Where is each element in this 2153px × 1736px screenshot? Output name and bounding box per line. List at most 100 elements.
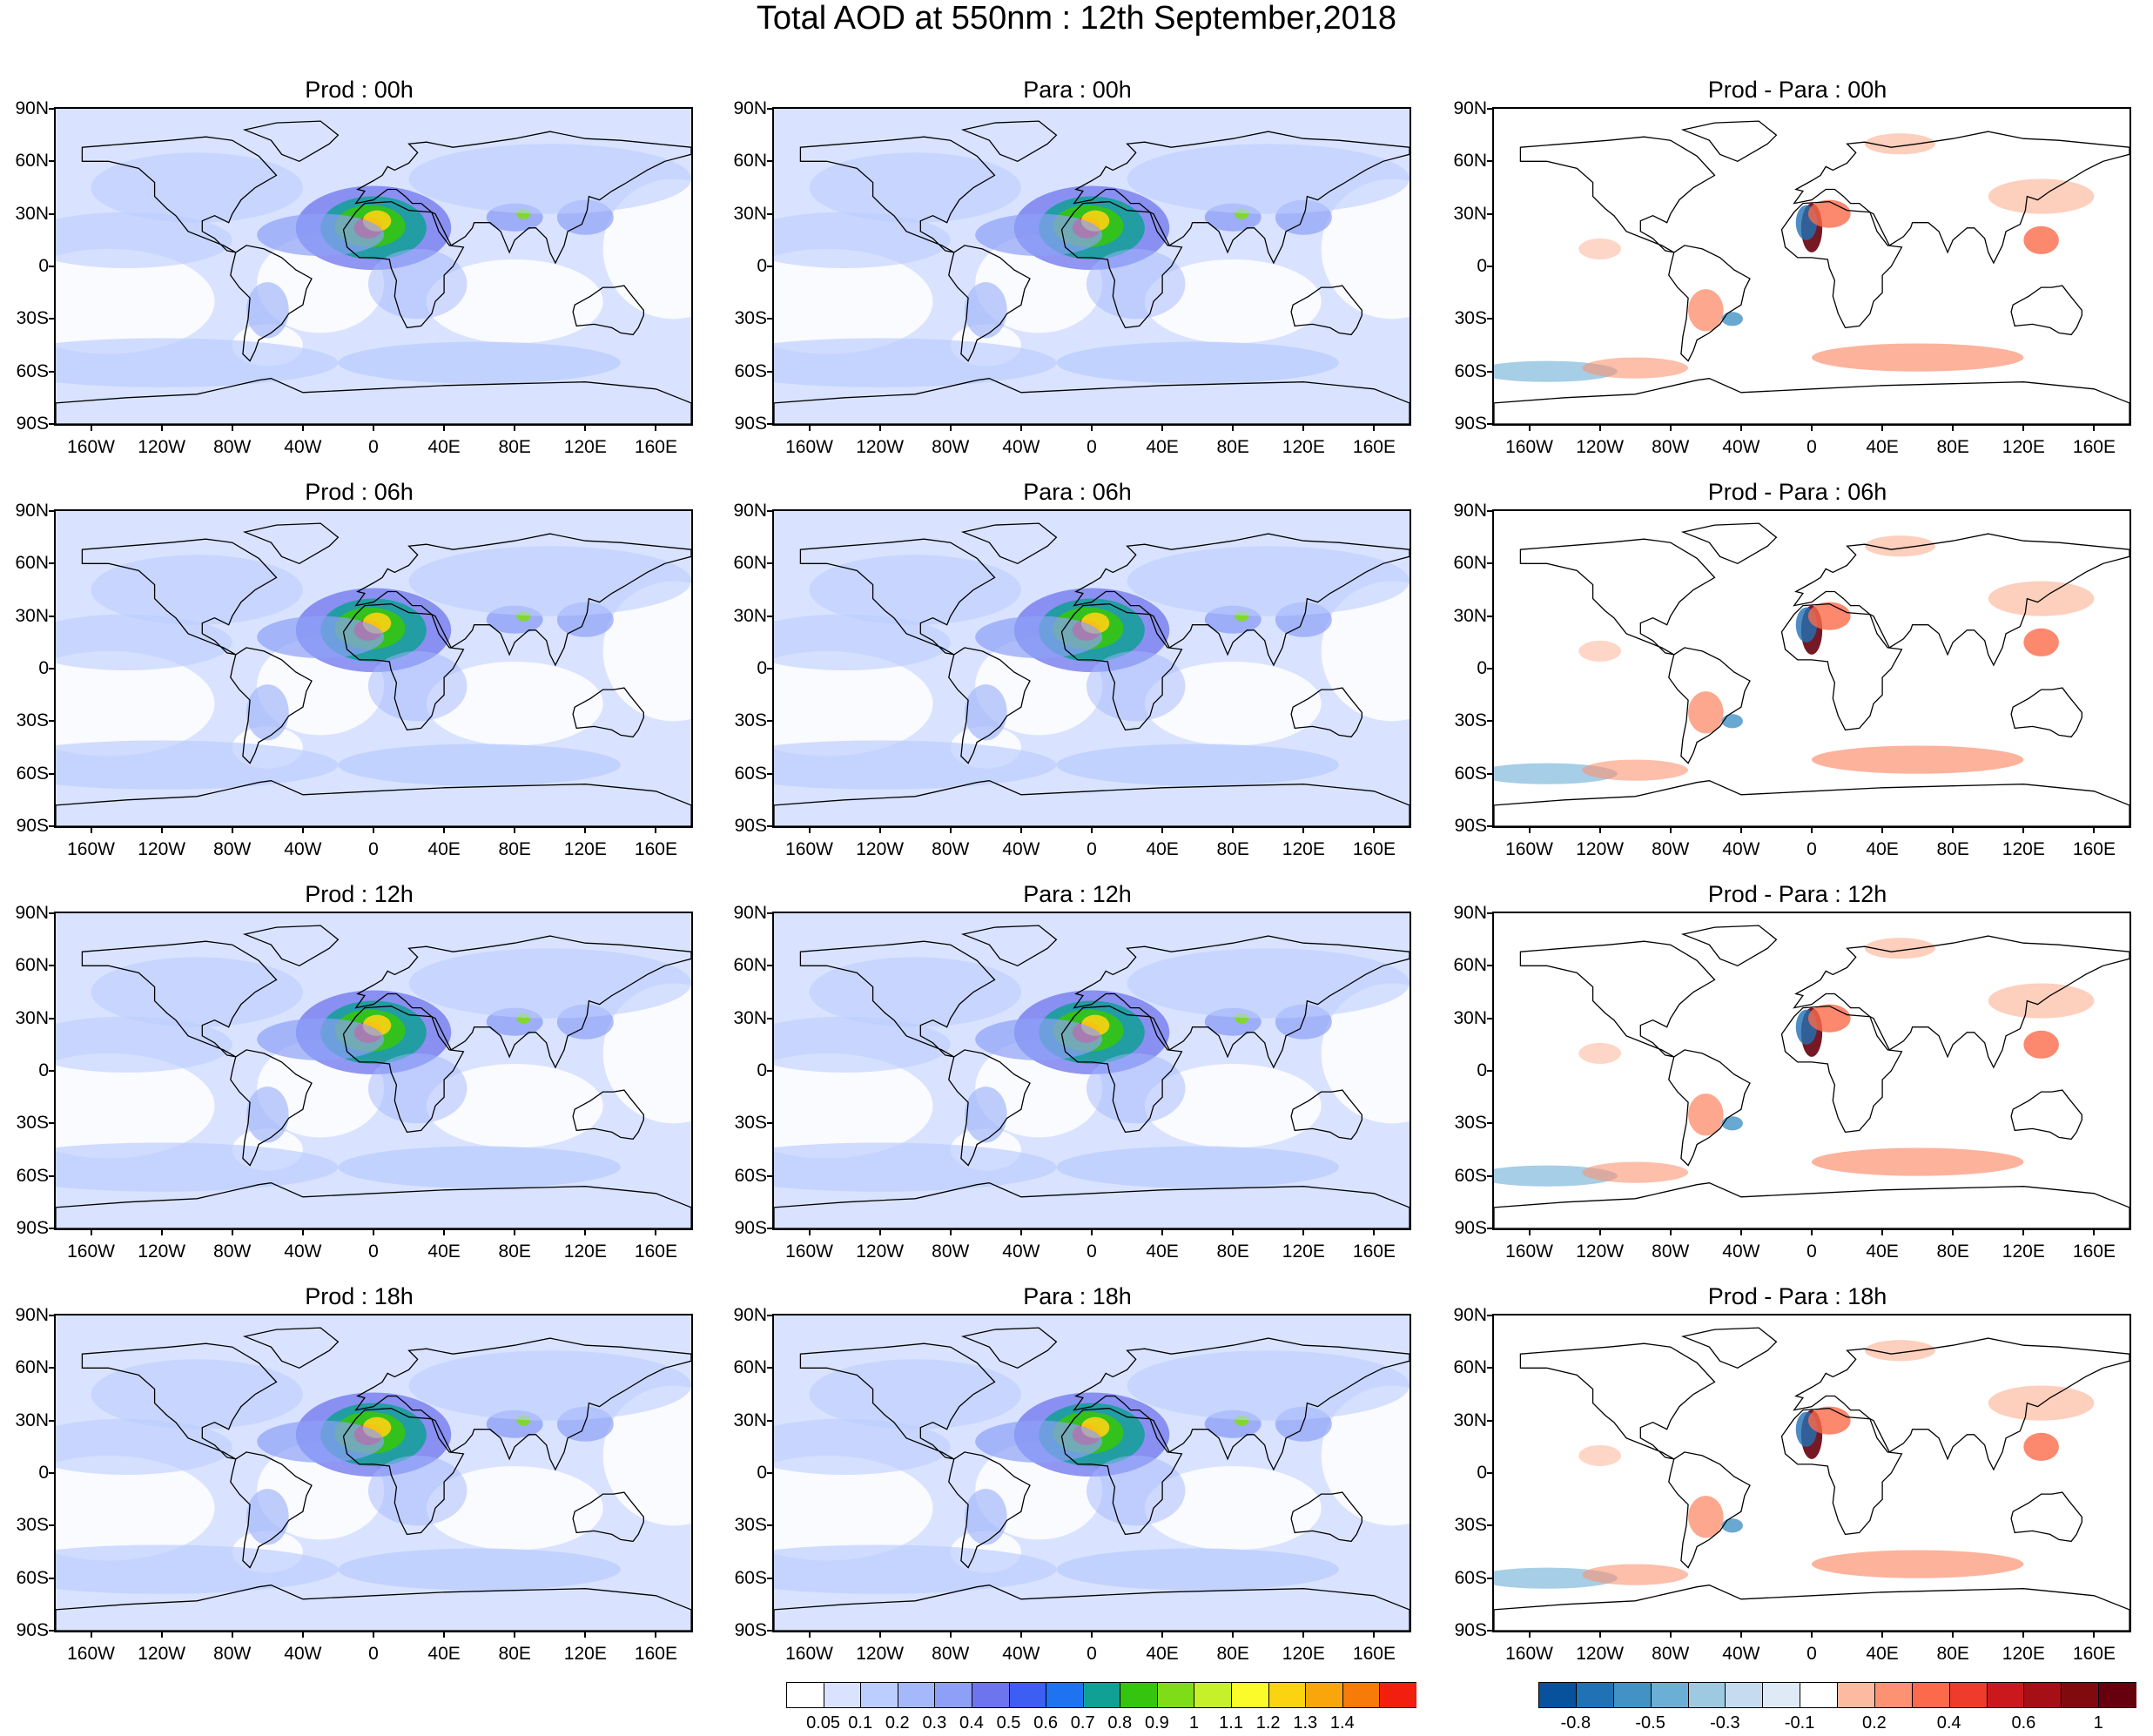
- longitude-label: 120W: [856, 839, 905, 859]
- latitude-label: 0: [1477, 1463, 1487, 1483]
- difference-patch: [1812, 1147, 2024, 1176]
- longitude-label: 80W: [932, 839, 970, 859]
- clear-sky-area: [1144, 1465, 1322, 1551]
- longitude-label: 160E: [2072, 1644, 2116, 1664]
- colorbar-swatch: [2098, 1682, 2136, 1708]
- latitude-tick: [1487, 108, 1492, 110]
- aerosol-plume: [338, 1548, 621, 1591]
- difference-patch: [1582, 1161, 1689, 1183]
- latitude-label: 60S: [734, 360, 767, 381]
- clear-sky-area: [1321, 178, 1410, 320]
- longitude-label: 0: [1807, 839, 1817, 859]
- latitude-tick: [49, 562, 54, 565]
- longitude-tick: [160, 828, 163, 833]
- longitude-tick: [1739, 426, 1742, 431]
- clear-sky-area: [56, 650, 215, 757]
- aerosol-plume: [56, 1418, 232, 1476]
- latitude-tick: [49, 1174, 54, 1177]
- latitude-label: 60S: [1454, 763, 1487, 784]
- latitude-tick: [1487, 1524, 1492, 1527]
- coastline: [81, 136, 278, 253]
- longitude-tick: [90, 828, 92, 833]
- colorbar-swatch: [897, 1682, 935, 1708]
- longitude-label: 160W: [1505, 1644, 1553, 1664]
- latitude-label: 90N: [15, 903, 49, 923]
- latitude-tick: [767, 1472, 772, 1474]
- longitude-tick: [1373, 1230, 1376, 1235]
- longitude-label: 80E: [1936, 839, 1969, 859]
- longitude-tick: [584, 426, 587, 431]
- longitude-label: 160E: [1352, 839, 1396, 859]
- panel-title: Para : 18h: [1023, 1283, 1132, 1309]
- coastline: [1494, 1585, 2129, 1631]
- latitude-label: 90N: [1453, 98, 1487, 118]
- coastline: [1793, 533, 2129, 667]
- longitude-tick: [2093, 1632, 2096, 1638]
- colorbar-swatch: [971, 1682, 1010, 1708]
- longitude-label: 40E: [1866, 437, 1899, 457]
- latitude-tick: [49, 1419, 54, 1422]
- longitude-tick: [90, 1632, 92, 1638]
- longitude-tick: [1302, 1230, 1305, 1235]
- colorbar-swatch: [1120, 1682, 1158, 1708]
- aerosol-plume: [91, 1359, 303, 1430]
- difference-patch: [1807, 1406, 1851, 1435]
- latitude-label: 30N: [15, 1410, 49, 1430]
- longitude-label: 80W: [1652, 437, 1690, 457]
- longitude-tick: [1302, 1632, 1305, 1638]
- longitude-label: 40W: [284, 1241, 322, 1262]
- aerosol-plume: [367, 1455, 468, 1526]
- coastline: [1780, 200, 1903, 329]
- latitude-label: 30S: [16, 1515, 49, 1536]
- colorbar-swatch: [2023, 1682, 2062, 1708]
- colorbar-swatch: [1575, 1682, 1614, 1708]
- longitude-tick: [2022, 828, 2025, 833]
- latitude-tick: [767, 318, 772, 320]
- latitude-label: 30S: [1454, 1515, 1487, 1536]
- latitude-label: 60S: [16, 763, 49, 784]
- difference-patch: [1988, 983, 2095, 1019]
- map-panel: Prod - Para : 18h 90N 60N 30N 0 30S 60S 90S 160W…: [1438, 1283, 2153, 1684]
- panel-title: Prod : 18h: [305, 1283, 414, 1309]
- coastline: [1793, 935, 2129, 1069]
- aerosol-plume: [257, 1018, 385, 1060]
- latitude-label: 0: [757, 256, 767, 276]
- longitude-label: 120W: [138, 1644, 186, 1664]
- difference-patch: [1988, 1385, 2095, 1421]
- latitude-label: 30S: [1454, 1113, 1487, 1134]
- longitude-tick: [514, 828, 516, 833]
- latitude-tick: [1487, 912, 1492, 914]
- longitude-tick: [373, 1230, 374, 1235]
- colorbar-swatch: [1948, 1682, 1987, 1708]
- longitude-tick: [1598, 828, 1601, 833]
- map-panel: Para : 06h 90N 60N 30N 0 30S 60S 90S 160W 120W 80W…: [718, 479, 1436, 879]
- coastline: [81, 940, 278, 1058]
- aerosol-plume: [56, 338, 339, 387]
- aerosol-plume: [338, 341, 621, 384]
- latitude-tick: [1487, 160, 1492, 163]
- latitude-label: 90N: [733, 903, 767, 923]
- figure-title: Total AOD at 550nm : 12th September,2018: [756, 0, 1397, 37]
- longitude-label: 80E: [498, 1241, 531, 1262]
- aerosol-plume: [1127, 948, 1410, 1019]
- difference-patch: [1688, 691, 1724, 734]
- clear-sky-area: [602, 983, 691, 1124]
- clear-sky-area: [1144, 259, 1322, 344]
- colorbar-swatch: [1156, 1682, 1194, 1708]
- longitude-tick: [160, 426, 163, 431]
- latitude-label: 60S: [1454, 1567, 1487, 1588]
- longitude-tick: [373, 1632, 374, 1638]
- longitude-label: 40E: [1146, 839, 1179, 859]
- latitude-label: 90S: [16, 414, 49, 434]
- longitude-label: 160E: [634, 437, 677, 457]
- coastline: [56, 1585, 691, 1631]
- colorbar-label: 0.5: [996, 1713, 1021, 1733]
- colorbar-swatch: [1725, 1682, 1763, 1708]
- map-frame: [772, 107, 1411, 426]
- clear-sky-area: [426, 1063, 603, 1148]
- latitude-tick: [49, 266, 54, 267]
- longitude-tick: [373, 426, 374, 431]
- longitude-tick: [160, 1230, 163, 1235]
- longitude-tick: [1232, 828, 1235, 833]
- panel-title: Prod : 00h: [305, 77, 414, 103]
